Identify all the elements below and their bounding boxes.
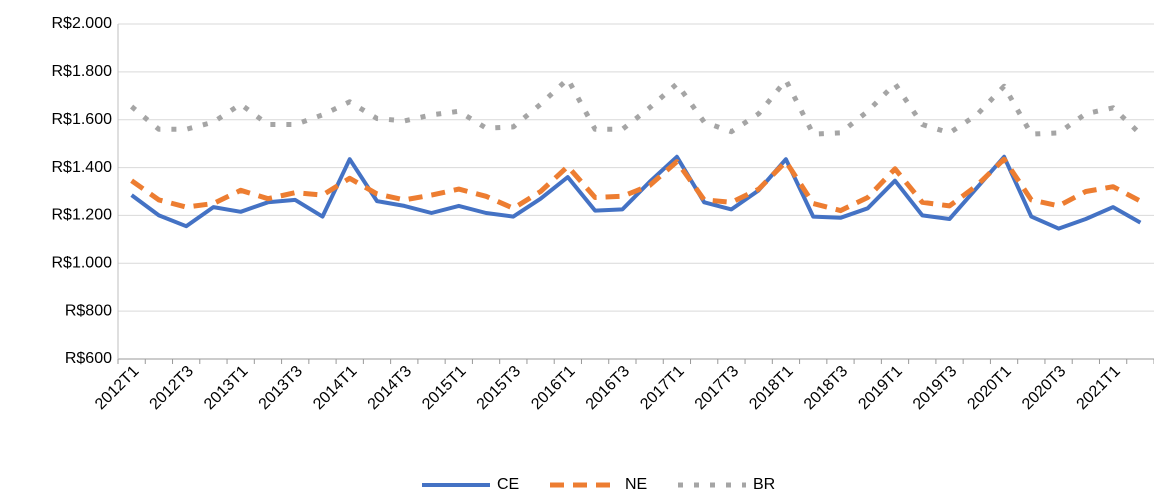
x-tick-label: 2014T1 bbox=[310, 363, 360, 413]
x-tick-label: 2012T1 bbox=[92, 363, 142, 413]
y-tick-label: R$1.000 bbox=[52, 255, 113, 272]
x-tick-label: 2017T3 bbox=[692, 363, 742, 413]
x-tick-label: 2018T1 bbox=[746, 363, 796, 413]
x-tick-label: 2012T3 bbox=[147, 363, 197, 413]
x-tick-label: 2016T1 bbox=[528, 363, 578, 413]
x-tick-label: 2020T1 bbox=[964, 363, 1014, 413]
x-tick-label: 2016T3 bbox=[583, 363, 633, 413]
y-tick-label: R$1.400 bbox=[52, 159, 113, 176]
series-line bbox=[130, 154, 1142, 231]
legend-label: BR bbox=[753, 476, 775, 493]
x-tick-label: 2015T1 bbox=[419, 363, 469, 413]
x-tick-label: 2014T3 bbox=[365, 363, 415, 413]
series-line bbox=[130, 76, 1143, 137]
y-tick-label: R$1.800 bbox=[52, 63, 113, 80]
x-tick-label: 2015T3 bbox=[474, 363, 524, 413]
series-line bbox=[130, 156, 1142, 214]
y-tick-label: R$600 bbox=[65, 350, 112, 367]
x-tick-label: 2017T1 bbox=[637, 363, 687, 413]
x-tick-label: 2018T3 bbox=[801, 363, 851, 413]
y-tick-label: R$1.200 bbox=[52, 207, 113, 224]
y-tick-label: R$800 bbox=[65, 302, 112, 319]
x-tick-label: 2021T1 bbox=[1074, 363, 1124, 413]
x-tick-label: 2019T3 bbox=[910, 363, 960, 413]
y-tick-label: R$1.600 bbox=[52, 111, 113, 128]
legend-label: NE bbox=[625, 476, 647, 493]
x-tick-label: 2020T3 bbox=[1019, 363, 1069, 413]
x-tick-label: 2013T1 bbox=[201, 363, 251, 413]
x-tick-label: 2013T3 bbox=[256, 363, 306, 413]
y-tick-label: R$2.000 bbox=[52, 15, 113, 32]
x-tick-label: 2019T1 bbox=[855, 363, 905, 413]
legend-label: CE bbox=[497, 476, 519, 493]
